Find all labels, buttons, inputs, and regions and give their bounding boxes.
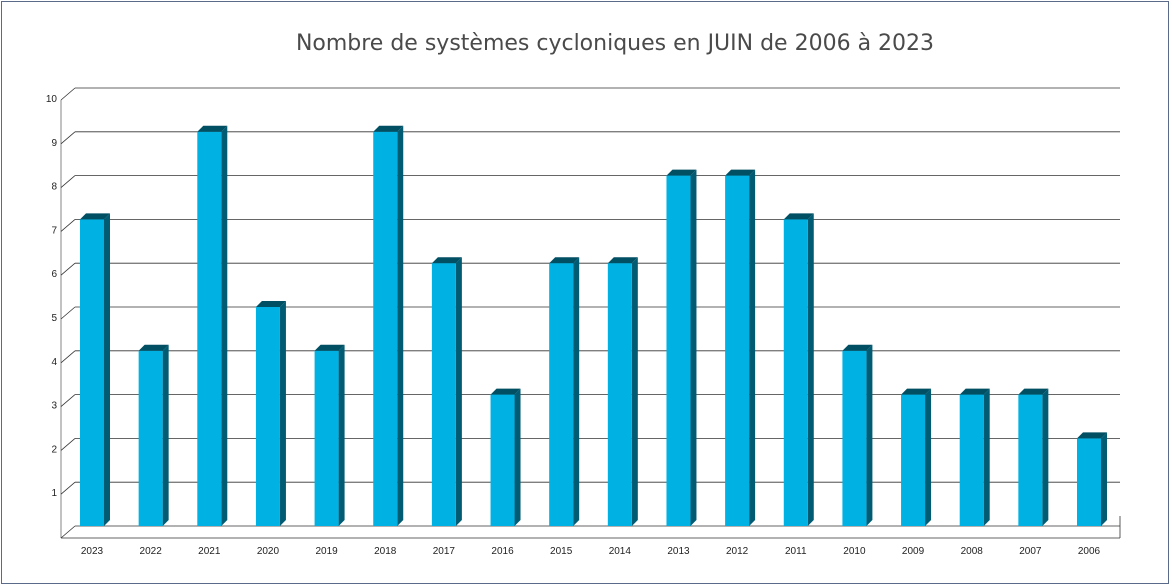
x-tick-label: 2012: [726, 546, 749, 557]
gridline-depth: [60, 481, 76, 495]
bar-2020: [255, 301, 286, 526]
gridline-depth: [60, 131, 76, 145]
y-tick-label: 5: [51, 313, 57, 324]
bar-2016: [490, 388, 521, 526]
y-axis-ticks: 1 2 3 4 5 6 7 8 9 10: [46, 94, 58, 499]
bar-2013: [666, 169, 697, 526]
gridline-depth: [60, 438, 76, 451]
bar-2015: [549, 257, 580, 526]
bar-2012: [725, 169, 756, 526]
x-tick-label: 2009: [902, 546, 925, 557]
bar-2007: [1018, 388, 1049, 526]
gridline-depth: [60, 394, 76, 407]
x-tick-label: 2007: [1019, 546, 1042, 557]
x-tick-label: 2019: [315, 546, 338, 557]
x-tick-label: 2015: [550, 546, 573, 557]
x-tick-label: 2013: [667, 546, 690, 557]
chart-title: Nombre de systèmes cycloniques en JUIN d…: [296, 31, 934, 56]
x-tick-label: 2023: [81, 546, 104, 557]
x-tick-label: 2017: [433, 546, 456, 557]
gridline-depth: [60, 87, 76, 101]
x-axis-labels: 2023 2022 2021 2020 2019 2018 2017 2016 2015 2014…: [81, 546, 1101, 557]
y-tick-label: 1: [51, 488, 57, 499]
x-tick-label: 2018: [374, 546, 397, 557]
x-tick-label: 2008: [961, 546, 984, 557]
bar-2023: [80, 213, 110, 526]
y-tick-label: 3: [51, 401, 57, 412]
bar-2019: [314, 344, 345, 526]
gridline-depth: [60, 175, 76, 188]
bar-2011: [783, 213, 814, 526]
bar-layer: [80, 125, 1107, 527]
x-tick-label: 2006: [1078, 546, 1101, 557]
bar-2018: [373, 125, 404, 527]
gridline-depth: [60, 525, 76, 539]
y-tick-label: 2: [51, 444, 57, 455]
gridline-depth: [60, 262, 76, 276]
gridline-depth: [60, 306, 76, 320]
x-tick-label: 2011: [785, 546, 807, 557]
bar-2017: [431, 257, 462, 526]
y-tick-label: 10: [46, 94, 58, 105]
x-tick-label: 2014: [609, 546, 632, 557]
bar-2022: [138, 344, 169, 526]
x-tick-label: 2022: [140, 546, 163, 557]
bar-2009: [901, 388, 932, 526]
y-tick-label: 7: [51, 225, 57, 236]
x-tick-label: 2016: [491, 546, 514, 557]
y-tick-label: 8: [51, 182, 57, 193]
y-tick-label: 9: [51, 138, 57, 149]
gridline-depth: [60, 350, 76, 364]
x-tick-label: 2021: [198, 546, 221, 557]
x-tick-label: 2010: [843, 546, 866, 557]
bar-2006: [1077, 432, 1107, 526]
bar-2008: [959, 388, 990, 526]
y-tick-label: 6: [51, 269, 57, 280]
gridline-depth: [60, 219, 76, 232]
x-tick-label: 2020: [257, 546, 280, 557]
bar-2021: [197, 125, 228, 527]
y-tick-label: 4: [51, 357, 57, 368]
grid-layer: [60, 87, 1121, 539]
bar-2010: [842, 344, 873, 526]
bar-2014: [607, 257, 638, 526]
